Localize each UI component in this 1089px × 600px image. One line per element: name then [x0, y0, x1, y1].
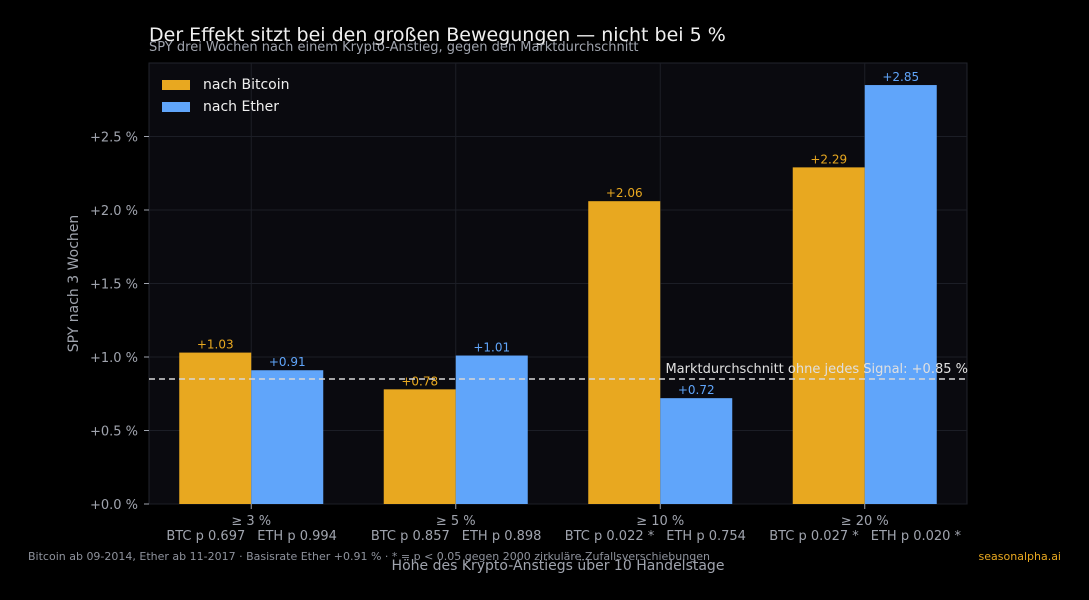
bar-ether: [455, 355, 528, 504]
legend-swatch-ether: [162, 102, 190, 112]
x-tick-sublabel-btc: BTC p 0.857: [371, 529, 450, 544]
bar-bitcoin: [179, 352, 252, 504]
data-label: +2.06: [606, 186, 643, 200]
y-tick-label: +1.0 %: [90, 351, 138, 366]
y-tick-label: +1.5 %: [90, 278, 138, 293]
data-label: +1.03: [197, 338, 234, 352]
data-label: +1.01: [473, 341, 510, 355]
legend-item-ether: nach Ether: [162, 96, 289, 118]
data-label: +2.85: [882, 70, 919, 84]
x-tick-label: ≥ 10 %: [636, 514, 684, 529]
y-tick-label: +2.5 %: [90, 131, 138, 146]
brand-label: seasonalpha.ai: [978, 550, 1061, 563]
x-tick-sublabel-eth: ETH p 0.898: [462, 529, 542, 544]
y-tick-label: +2.0 %: [90, 204, 138, 219]
legend: nach Bitcoin nach Ether: [162, 74, 289, 118]
bar-ether: [660, 398, 733, 504]
y-tick-label: +0.5 %: [90, 425, 138, 440]
data-label: +0.78: [401, 374, 438, 388]
bar-ether: [251, 370, 324, 504]
data-label: +0.72: [678, 383, 715, 397]
bar-bitcoin: [588, 201, 661, 504]
y-tick-label: +0.0 %: [90, 498, 138, 513]
bar-bitcoin: [792, 167, 865, 504]
legend-item-bitcoin: nach Bitcoin: [162, 74, 289, 96]
x-tick-label: ≥ 5 %: [436, 514, 476, 529]
x-tick-label: ≥ 20 %: [841, 514, 889, 529]
x-tick-sublabel-eth: ETH p 0.994: [257, 529, 337, 544]
chart-title: Der Effekt sitzt bei den großen Bewegung…: [149, 24, 726, 46]
legend-label-bitcoin: nach Bitcoin: [203, 77, 290, 93]
data-label: +0.91: [269, 355, 306, 369]
y-axis-label: SPY nach 3 Wochen: [66, 215, 82, 353]
x-tick-label: ≥ 3 %: [231, 514, 271, 529]
x-tick-sublabel-eth: ETH p 0.020 *: [871, 529, 962, 544]
bar-bitcoin: [383, 389, 456, 504]
x-tick-sublabel-btc: BTC p 0.027 *: [769, 529, 859, 544]
legend-swatch-bitcoin: [162, 80, 190, 90]
bar-ether: [864, 85, 937, 505]
x-tick-sublabel-btc: BTC p 0.022 *: [565, 529, 655, 544]
x-tick-sublabel-eth: ETH p 0.754: [666, 529, 746, 544]
chart-subtitle: SPY drei Wochen nach einem Krypto-Anstie…: [149, 40, 639, 55]
x-tick-sublabel-btc: BTC p 0.697: [166, 529, 245, 544]
data-label: +2.29: [810, 152, 847, 166]
legend-label-ether: nach Ether: [203, 99, 280, 115]
reference-line-label: Marktdurchschnitt ohne jedes Signal: +0.…: [665, 362, 968, 377]
footnote: Bitcoin ab 09-2014, Ether ab 11-2017 · B…: [28, 550, 710, 563]
x-axis-label: Höhe des Krypto-Anstiegs über 10 Handels…: [392, 558, 725, 574]
